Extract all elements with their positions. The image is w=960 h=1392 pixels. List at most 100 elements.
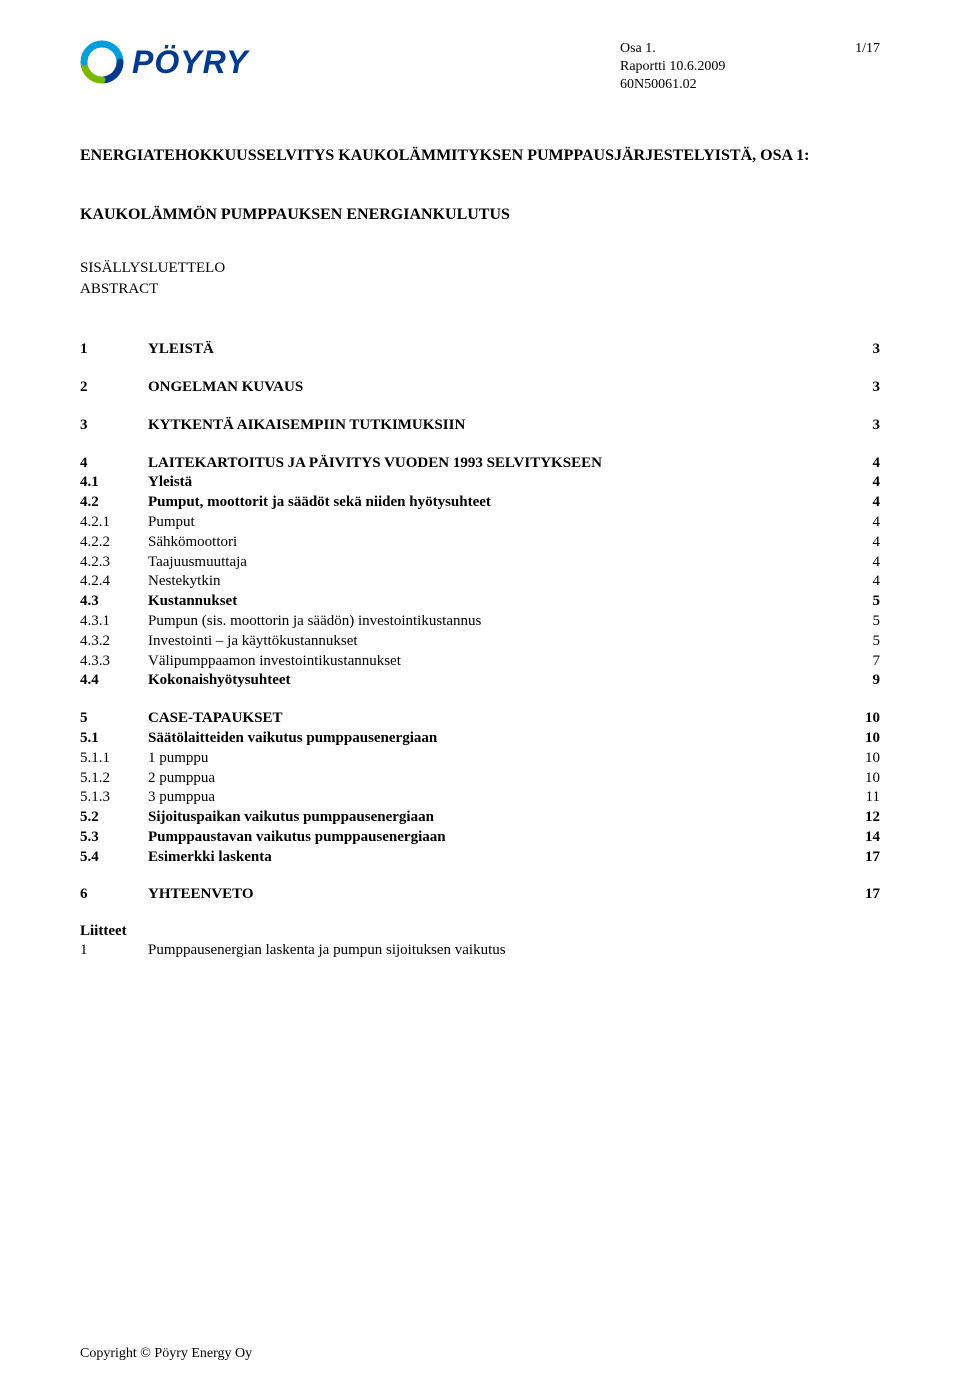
toc-num: 1 [80,340,148,360]
toc-num: 3 [80,416,148,436]
meta-raportti: Raportti 10.6.2009 [620,58,880,76]
toc-row: 3KYTKENTÄ AIKAISEMPIIN TUTKIMUKSIIN3 [80,416,880,436]
toc-row: 5.1Säätölaitteiden vaikutus pumppausener… [80,729,880,749]
toc-row: 4.2.3Taajuusmuuttaja4 [80,553,880,573]
attachments: Liitteet 1Pumppausenergian laskenta ja p… [80,923,880,959]
attachment-row: 1Pumppausenergian laskenta ja pumpun sij… [80,942,880,959]
logo: PÖYRY [80,40,248,84]
toc-num: 4.2.1 [80,513,148,533]
toc-num: 5.1.1 [80,749,148,769]
toc-page: 4 [844,572,880,592]
attachments-title: Liitteet [80,923,880,940]
toc-page: 12 [844,808,880,828]
page: PÖYRY Osa 1. 1/17 Raportti 10.6.2009 60N… [0,0,960,999]
toc-label: Välipumppaamon investointikustannukset [148,652,844,672]
toc-row: 5.3Pumppaustavan vaikutus pumppausenergi… [80,828,880,848]
document-title: ENERGIATEHOKKUUSSELVITYS KAUKOLÄMMITYKSE… [80,145,880,167]
toc-gap [80,436,880,454]
toc-label: Pumput [148,513,844,533]
toc-row: 6YHTEENVETO17 [80,885,880,905]
toc-page: 4 [844,473,880,493]
toc-num: 4.3.2 [80,632,148,652]
toc-row: 4.3.3Välipumppaamon investointikustannuk… [80,652,880,672]
toc-row: 4.4Kokonaishyötysuhteet9 [80,671,880,691]
toc-label: KYTKENTÄ AIKAISEMPIIN TUTKIMUKSIIN [148,416,844,436]
toc-gap [80,398,880,416]
toc-gap [80,360,880,378]
toc-label: 3 pumppua [148,788,844,808]
toc-row: 4LAITEKARTOITUS JA PÄIVITYS VUODEN 1993 … [80,454,880,474]
toc-row: 4.3.1Pumpun (sis. moottorin ja säädön) i… [80,612,880,632]
attachment-label: Pumppausenergian laskenta ja pumpun sijo… [148,942,506,959]
toc-page: 9 [844,671,880,691]
toc-label: Kokonaishyötysuhteet [148,671,844,691]
toc-num: 4.3 [80,592,148,612]
toc-num: 6 [80,885,148,905]
toc-label: Taajuusmuuttaja [148,553,844,573]
toc-page: 3 [844,378,880,398]
toc-label: Pumppaustavan vaikutus pumppausenergiaan [148,828,844,848]
toc-num: 4.3.3 [80,652,148,672]
toc-label: Kustannukset [148,592,844,612]
toc-row: 5.2Sijoituspaikan vaikutus pumppausenerg… [80,808,880,828]
toc-row: 4.2.1Pumput4 [80,513,880,533]
toc-page: 10 [844,709,880,729]
logo-mark-icon [80,40,124,84]
toc-page: 10 [844,729,880,749]
document-subtitle: KAUKOLÄMMÖN PUMPPAUKSEN ENERGIANKULUTUS [80,206,880,224]
toc-num: 5.3 [80,828,148,848]
toc-page: 14 [844,828,880,848]
toc-row: 4.3.2Investointi – ja käyttökustannukset… [80,632,880,652]
toc-page: 4 [844,493,880,513]
toc-num: 4.2 [80,493,148,513]
toc-page: 10 [844,769,880,789]
header-meta: Osa 1. 1/17 Raportti 10.6.2009 60N50061.… [620,40,880,95]
toc-label: YLEISTÄ [148,340,844,360]
toc-page: 11 [844,788,880,808]
toc-page: 5 [844,612,880,632]
table-of-contents: 1YLEISTÄ32ONGELMAN KUVAUS33KYTKENTÄ AIKA… [80,340,880,905]
meta-osa: Osa 1. [620,40,880,58]
title-line1: ENERGIATEHOKKUUSSELVITYS KAUKOLÄMMITYKSE… [80,145,880,167]
toc-num: 4.2.4 [80,572,148,592]
toc-label: Pumput, moottorit ja säädöt sekä niiden … [148,493,844,513]
toc-page: 4 [844,533,880,553]
toc-page: 4 [844,553,880,573]
toc-num: 5.1.2 [80,769,148,789]
header: PÖYRY Osa 1. 1/17 Raportti 10.6.2009 60N… [80,40,880,95]
toc-label: ONGELMAN KUVAUS [148,378,844,398]
toc-page: 3 [844,416,880,436]
toc-row: 5CASE-TAPAUKSET10 [80,709,880,729]
toc-num: 4.1 [80,473,148,493]
toc-label: CASE-TAPAUKSET [148,709,844,729]
toc-row: 5.1.33 pumppua11 [80,788,880,808]
toc-label: 1 pumppu [148,749,844,769]
toc-row: 4.2.2Sähkömoottori4 [80,533,880,553]
toc-num: 5 [80,709,148,729]
toc-label: Yleistä [148,473,844,493]
toc-gap [80,867,880,885]
toc-page: 17 [844,885,880,905]
toc-label: Pumpun (sis. moottorin ja säädön) invest… [148,612,844,632]
toc-num: 5.4 [80,848,148,868]
toc-page: 5 [844,632,880,652]
toc-row: 5.1.22 pumppua10 [80,769,880,789]
toc-heading: SISÄLLYSLUETTELO [80,260,880,277]
meta-docnum: 60N50061.02 [620,76,880,94]
toc-num: 4.4 [80,671,148,691]
toc-label: Investointi – ja käyttökustannukset [148,632,844,652]
toc-num: 4.2.3 [80,553,148,573]
toc-row: 2ONGELMAN KUVAUS3 [80,378,880,398]
attachment-num: 1 [80,942,148,959]
toc-num: 5.1 [80,729,148,749]
toc-gap [80,691,880,709]
abstract-label: ABSTRACT [80,281,880,298]
toc-page: 4 [844,454,880,474]
toc-label: Sähkömoottori [148,533,844,553]
toc-page: 17 [844,848,880,868]
toc-num: 4 [80,454,148,474]
toc-label: LAITEKARTOITUS JA PÄIVITYS VUODEN 1993 S… [148,454,844,474]
toc-row: 4.2Pumput, moottorit ja säädöt sekä niid… [80,493,880,513]
toc-row: 1YLEISTÄ3 [80,340,880,360]
toc-label: Säätölaitteiden vaikutus pumppausenergia… [148,729,844,749]
